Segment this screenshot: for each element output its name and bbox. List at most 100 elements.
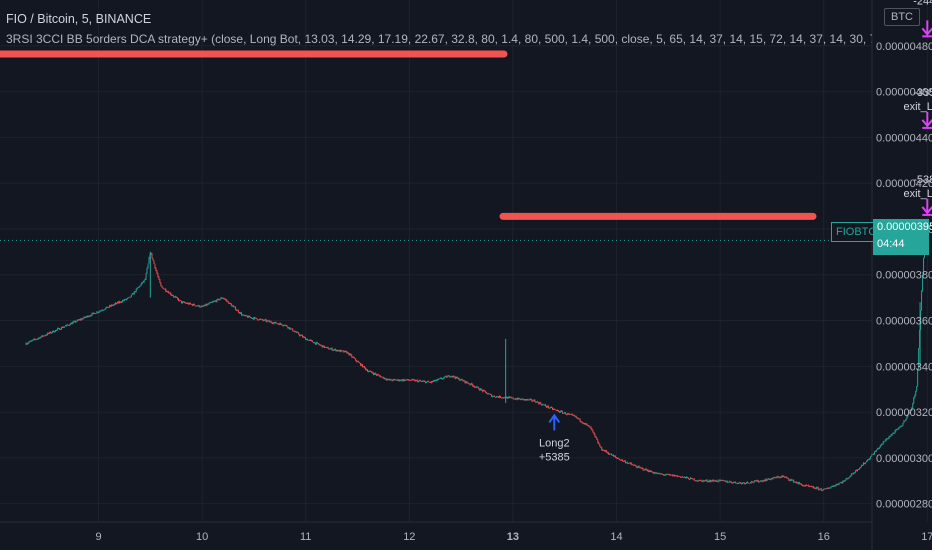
- candle-body: [483, 390, 485, 392]
- candle-body: [722, 480, 724, 481]
- candle: [440, 377, 442, 380]
- candle: [212, 300, 214, 303]
- candle-body: [521, 398, 523, 400]
- candle: [516, 397, 518, 401]
- candle-body: [59, 329, 61, 331]
- candle-body: [918, 348, 920, 370]
- candle: [334, 348, 336, 351]
- candle: [537, 401, 539, 403]
- candle: [522, 398, 524, 400]
- candle-body: [268, 320, 270, 322]
- y-tick-label: 0.00000360: [876, 316, 932, 328]
- candle: [413, 378, 415, 381]
- candle: [100, 310, 102, 312]
- candle: [260, 318, 262, 320]
- strategy-legend[interactable]: 3RSI 3CCI BB 5orders DCA strategy+ (clos…: [6, 32, 872, 46]
- candle-body: [281, 324, 283, 326]
- candle-body: [112, 304, 114, 306]
- candle: [712, 479, 714, 483]
- candle-body: [204, 304, 206, 306]
- candle-body: [279, 323, 281, 325]
- candle-body: [371, 372, 373, 374]
- candle-body: [74, 321, 76, 323]
- candle: [365, 367, 366, 371]
- candle-body: [388, 379, 390, 381]
- candle: [834, 484, 836, 487]
- candle-body: [358, 361, 360, 363]
- candle: [677, 475, 678, 478]
- candle: [549, 407, 551, 409]
- candle: [862, 464, 864, 466]
- candle-body: [856, 470, 858, 471]
- candle-body: [242, 314, 243, 316]
- candle: [900, 425, 902, 428]
- candle-body: [922, 274, 924, 292]
- symbol-title[interactable]: FIO / Bitcoin, 5, BINANCE: [6, 12, 152, 26]
- candle-body: [330, 348, 332, 349]
- candle: [458, 377, 460, 381]
- y-tick-label: 0.00000460: [876, 87, 932, 99]
- candle: [363, 366, 365, 368]
- y-tick-label: 0.00000300: [876, 453, 932, 465]
- candle-body: [461, 379, 463, 381]
- candle-body: [415, 380, 417, 382]
- candle-body: [809, 486, 811, 488]
- candle: [691, 478, 693, 480]
- candle-body: [804, 485, 805, 487]
- candle-body: [384, 377, 386, 380]
- candle-body: [649, 470, 651, 472]
- candle: [694, 480, 696, 482]
- candle-body: [71, 322, 73, 325]
- candle: [252, 317, 254, 320]
- candle-body: [398, 379, 400, 381]
- candle-body: [343, 350, 345, 353]
- candle-body: [675, 475, 677, 477]
- candle: [392, 378, 394, 382]
- candle: [527, 398, 529, 401]
- candle: [709, 479, 711, 483]
- candle: [902, 422, 904, 426]
- candle-body: [619, 458, 620, 460]
- candle-body: [846, 478, 848, 480]
- candle-body: [154, 263, 156, 269]
- candle: [544, 404, 546, 406]
- candle: [471, 382, 473, 386]
- candle-body: [129, 296, 131, 298]
- candle-body: [889, 436, 891, 438]
- candle: [141, 281, 143, 285]
- candle: [39, 337, 41, 339]
- candle: [767, 478, 769, 480]
- candle-body: [193, 304, 195, 306]
- candle: [707, 480, 709, 483]
- candle-body: [749, 482, 751, 484]
- candle: [906, 415, 908, 420]
- candle-body: [550, 407, 552, 408]
- currency-badge[interactable]: BTC: [884, 8, 920, 26]
- candle-body: [528, 399, 530, 401]
- exit-profit: -5385: [913, 174, 932, 186]
- candle-body: [909, 410, 911, 413]
- candle-body: [614, 455, 616, 457]
- candle: [773, 476, 775, 479]
- candle: [245, 314, 246, 317]
- candle: [711, 480, 713, 482]
- candle: [602, 449, 604, 451]
- candle-body: [709, 480, 711, 482]
- candle: [666, 473, 668, 475]
- candle: [564, 411, 566, 415]
- candle: [368, 370, 369, 373]
- candle: [317, 342, 319, 345]
- candle: [465, 381, 467, 384]
- candle: [193, 303, 195, 306]
- candle: [182, 301, 183, 304]
- candle-body: [894, 430, 896, 434]
- candle-body: [923, 258, 925, 275]
- candle: [615, 455, 616, 459]
- candle: [647, 469, 649, 473]
- candle-body: [874, 451, 876, 453]
- candle-body: [393, 379, 395, 381]
- candle-body: [627, 463, 629, 464]
- candle-body: [283, 325, 285, 327]
- candle: [710, 479, 712, 483]
